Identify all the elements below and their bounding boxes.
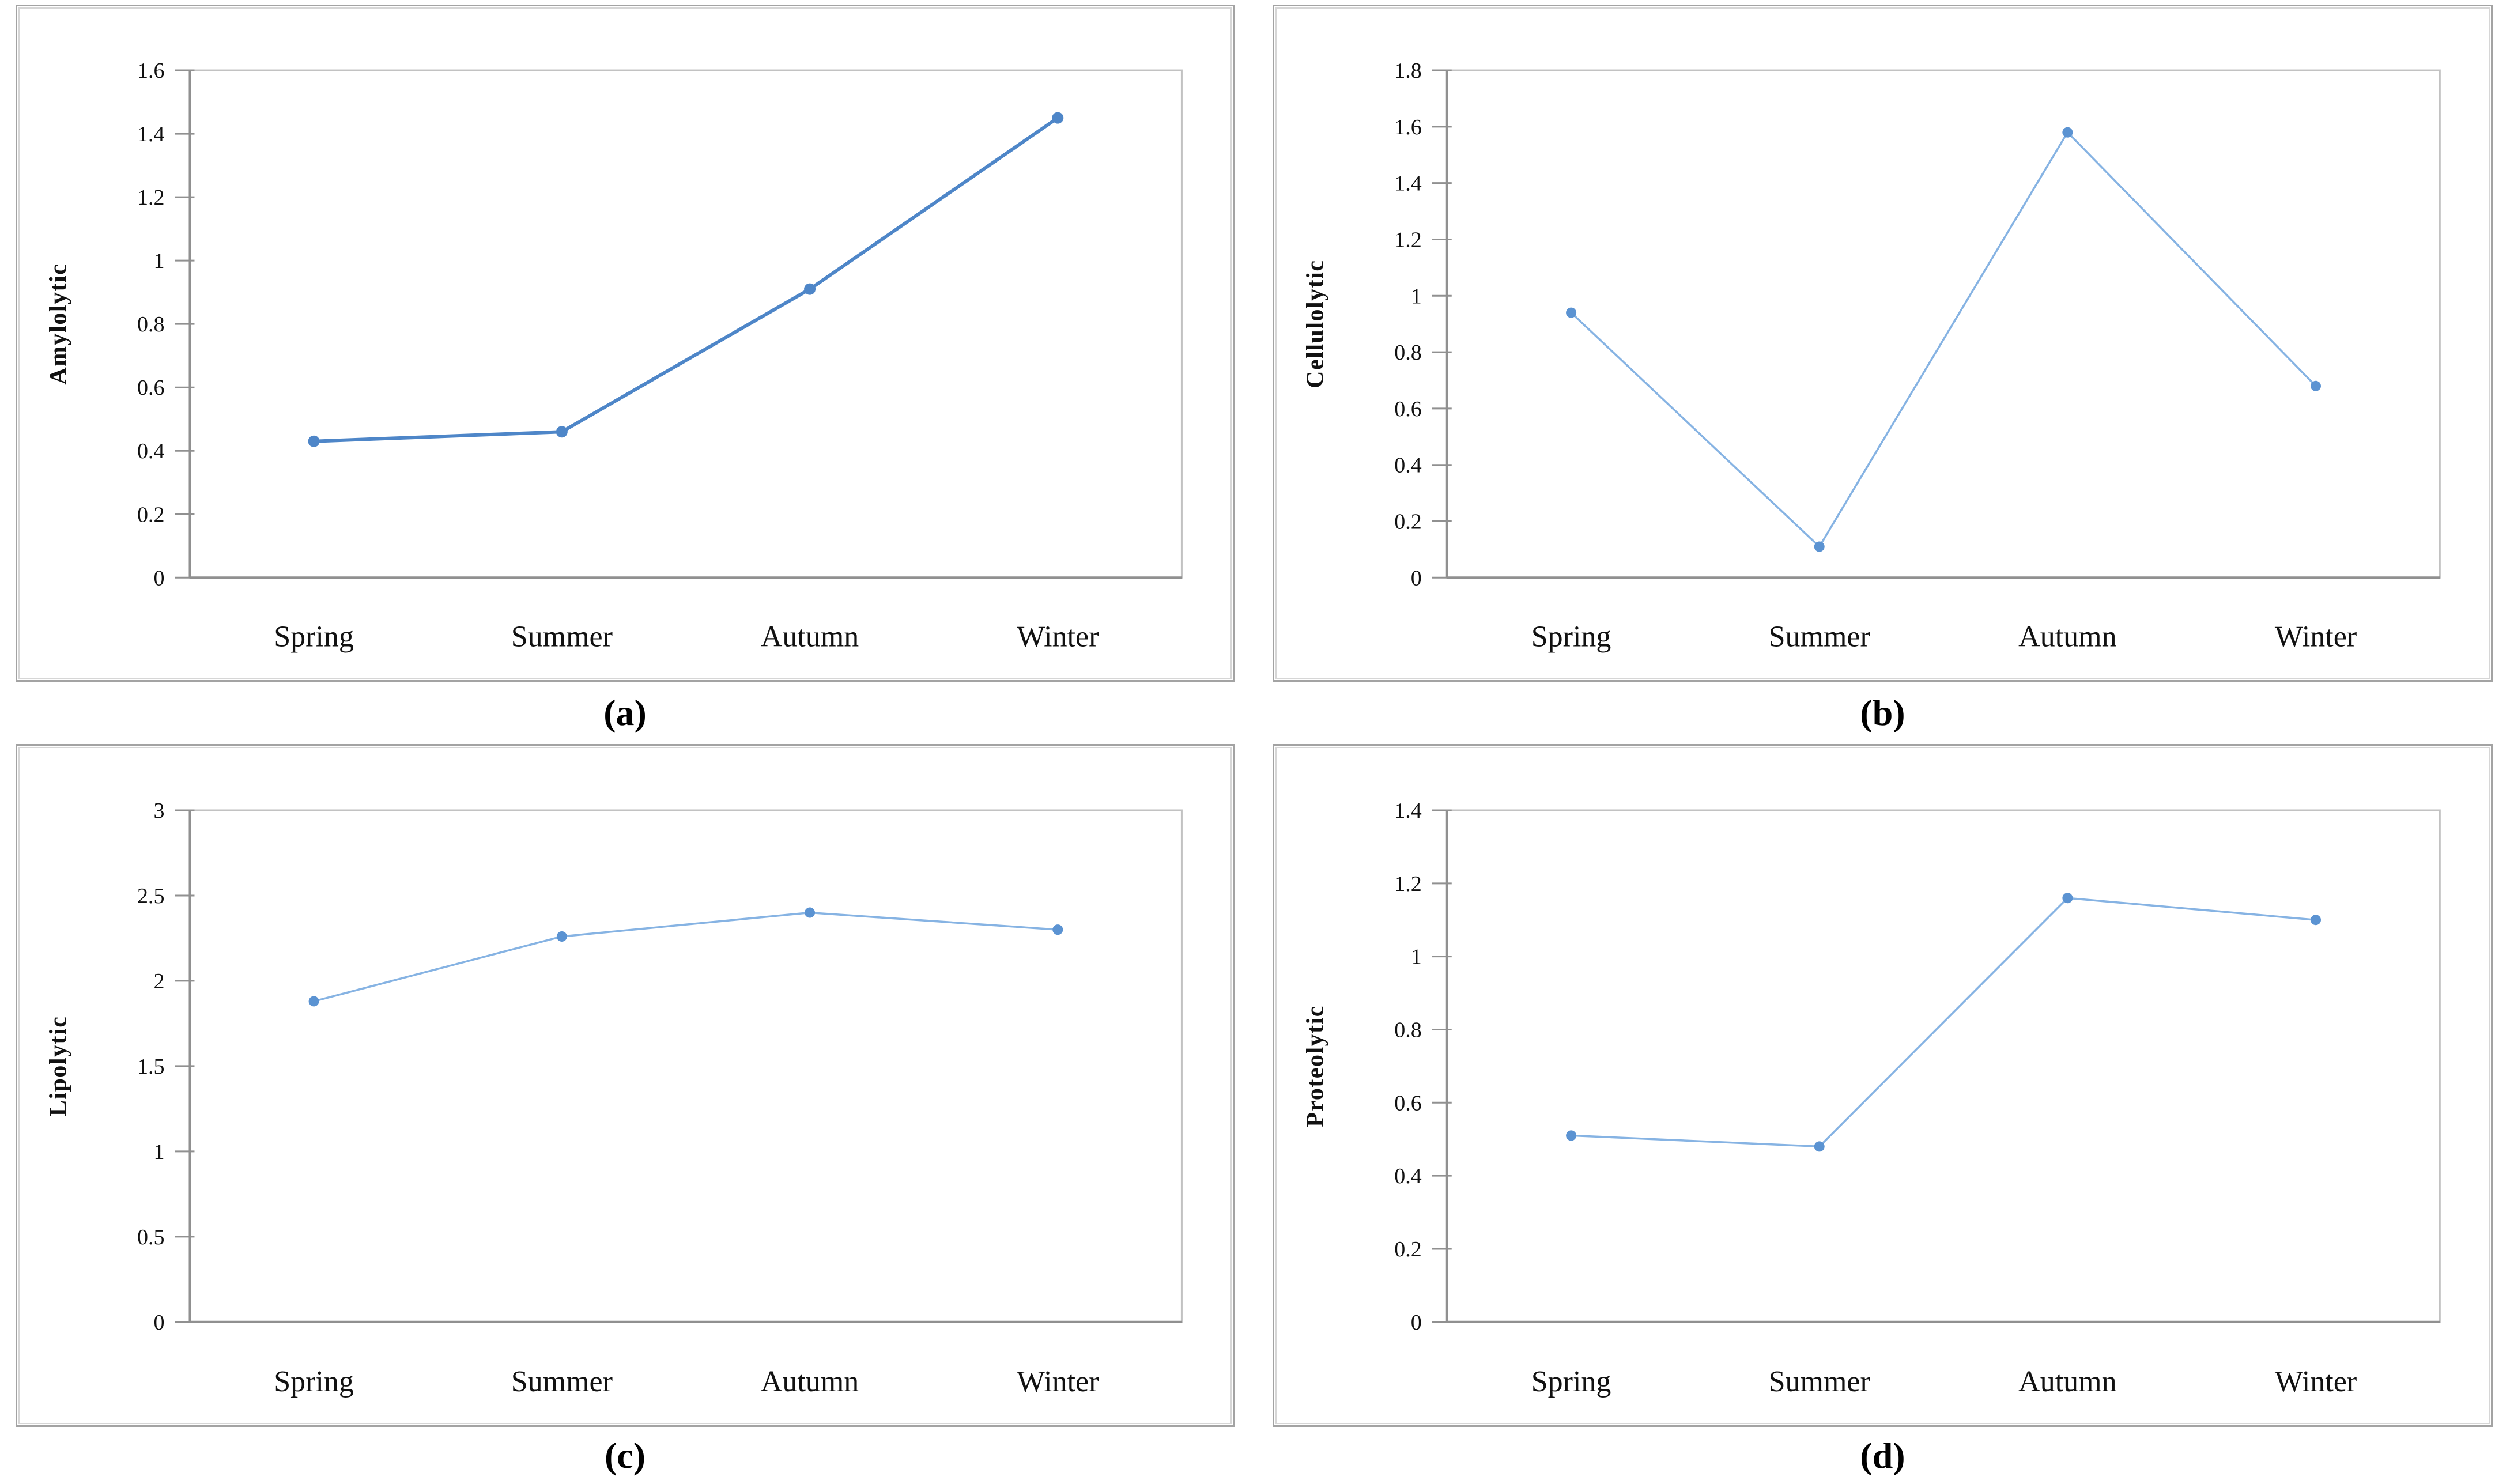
amylolytic-line-chart: 0 0.2 0.4 0.6 0.8 1 1.2 1.4 1.6 Spring Summer Autum…: [45, 59, 1183, 654]
proteolytic-line-chart: 0 0.2 0.4 0.6 0.8 1 1.2 1.4 Spring Summer Autumn Wi…: [1302, 799, 2441, 1398]
series-line: [1570, 897, 2317, 1148]
y-axis-tick-label: 0.6: [1394, 1091, 1422, 1115]
y-axis-title: Proteolytic: [1302, 1005, 1328, 1127]
y-axis-tick-label: 0.8: [1394, 1018, 1422, 1042]
x-axis-category-label: Spring: [274, 1365, 354, 1398]
data-point-marker: [1052, 924, 1063, 935]
x-axis-category-label: Summer: [1769, 1365, 1870, 1398]
y-axis-tick-label: 1.4: [1394, 799, 1422, 823]
x-axis-category-label: Autumn: [761, 1365, 859, 1398]
y-axis-tick-label: 0: [153, 566, 164, 590]
series-line: [312, 911, 1059, 1003]
panel-a-frame: 0 0.2 0.4 0.6 0.8 1 1.2 1.4 1.6 Spring Summer Autum…: [16, 5, 1235, 682]
y-axis-tick-label: 1.6: [1394, 115, 1422, 139]
lipolytic-line-chart: 0 0.5 1 1.5 2 2.5 3 Spring Summer Autumn Winter Lip…: [45, 799, 1183, 1398]
y-axis-tick-label: 0: [153, 1311, 164, 1335]
panel-b-frame: 0 0.2 0.4 0.6 0.8 1 1.2 1.4 1.6 1.8 Spring Summer Au…: [1273, 5, 2493, 682]
data-point-marker: [308, 435, 320, 447]
y-axis-tick-label: 2: [153, 969, 164, 994]
data-point-marker: [308, 996, 319, 1007]
y-axis-tick-label: 0.6: [137, 376, 165, 400]
data-point-marker: [1566, 307, 1577, 318]
y-axis-tick-label: 0.2: [137, 503, 165, 527]
x-axis-category-label: Winter: [2275, 1365, 2357, 1398]
y-axis-title: Amylolytic: [45, 263, 71, 385]
plot-area-frame: [188, 809, 1183, 1323]
y-axis-tick-label: 0.8: [1394, 341, 1422, 365]
y-axis-tick-label: 3: [153, 799, 164, 823]
plot-area-frame: [188, 69, 1183, 579]
y-axis-title: Cellulolytic: [1302, 260, 1328, 388]
panel-a-caption: (a): [603, 692, 647, 733]
data-point-marker: [1814, 541, 1825, 552]
x-axis-category-label: Summer: [511, 621, 613, 654]
panel-d-caption: (d): [1860, 1434, 1905, 1476]
y-axis-tick-label: 0.6: [1394, 397, 1422, 421]
data-point-marker: [1566, 1130, 1577, 1141]
data-point-marker: [2311, 380, 2322, 391]
plot-area-frame: [1446, 809, 2441, 1323]
panel-c-frame: 0 0.5 1 1.5 2 2.5 3 Spring Summer Autumn Winter Lip…: [16, 744, 1235, 1427]
panel-c-caption: (c): [604, 1434, 646, 1476]
data-point-marker: [2062, 893, 2073, 904]
y-axis-tick-label: 2.5: [137, 884, 165, 908]
data-point-marker: [1814, 1141, 1825, 1152]
y-axis-tick-label: 1.6: [137, 59, 165, 83]
series-line: [312, 116, 1060, 443]
y-axis-title: Lipolytic: [45, 1016, 71, 1117]
y-axis-tick-label: 1.4: [137, 122, 165, 146]
y-axis-tick-label: 0.4: [1394, 454, 1422, 478]
y-axis-tick-label: 1.2: [1394, 872, 1422, 896]
y-axis-tick-label: 1.5: [137, 1055, 165, 1079]
y-axis-tick-label: 1: [153, 249, 164, 273]
y-axis-tick-label: 0.4: [1394, 1164, 1422, 1188]
y-axis-tick-label: 0.4: [137, 439, 165, 463]
y-axis-tick-label: 1: [153, 1140, 164, 1164]
y-axis-tick-label: 0.5: [137, 1225, 165, 1249]
x-axis-category-label: Autumn: [761, 621, 859, 654]
x-axis-category-label: Summer: [511, 1365, 613, 1398]
y-axis-tick-label: 1.2: [1394, 228, 1422, 252]
y-axis-tick-label: 0: [1411, 566, 1422, 590]
data-point-marker: [1052, 112, 1064, 124]
x-axis-category-label: Autumn: [2018, 1365, 2116, 1398]
y-axis-tick-label: 0.2: [1394, 510, 1422, 534]
plot-area-frame: [1446, 69, 2441, 579]
data-point-marker: [805, 907, 816, 918]
y-axis-tick-label: 0.8: [137, 312, 165, 337]
panel-b-caption: (b): [1860, 692, 1905, 733]
data-point-marker: [556, 931, 567, 942]
x-axis-category-label: Winter: [1017, 621, 1099, 654]
y-axis-tick-label: 1: [1411, 945, 1422, 969]
y-axis-tick-label: 1.2: [137, 186, 165, 210]
y-axis-tick-label: 0.2: [1394, 1237, 1422, 1262]
x-axis-category-label: Spring: [1531, 1365, 1611, 1398]
cellulolytic-line-chart: 0 0.2 0.4 0.6 0.8 1 1.2 1.4 1.6 1.8 Spring Summer Au…: [1302, 59, 2441, 654]
data-point-marker: [556, 426, 568, 438]
series-line: [1570, 131, 2317, 548]
y-axis-tick-label: 0: [1411, 1311, 1422, 1335]
x-axis-category-label: Spring: [274, 621, 354, 654]
y-axis-tick-label: 1: [1411, 284, 1422, 308]
data-point-marker: [2062, 127, 2073, 138]
data-point-marker: [804, 283, 816, 295]
x-axis-category-label: Summer: [1769, 621, 1870, 654]
x-axis-category-label: Spring: [1531, 621, 1611, 654]
panel-d-frame: 0 0.2 0.4 0.6 0.8 1 1.2 1.4 Spring Summer Autumn Wi…: [1273, 744, 2493, 1427]
x-axis-category-label: Winter: [2275, 621, 2357, 654]
y-axis-tick-label: 1.4: [1394, 172, 1422, 196]
x-axis-category-label: Autumn: [2018, 621, 2116, 654]
y-axis-tick-label: 1.8: [1394, 59, 1422, 83]
x-axis-category-label: Winter: [1017, 1365, 1099, 1398]
data-point-marker: [2311, 915, 2322, 926]
